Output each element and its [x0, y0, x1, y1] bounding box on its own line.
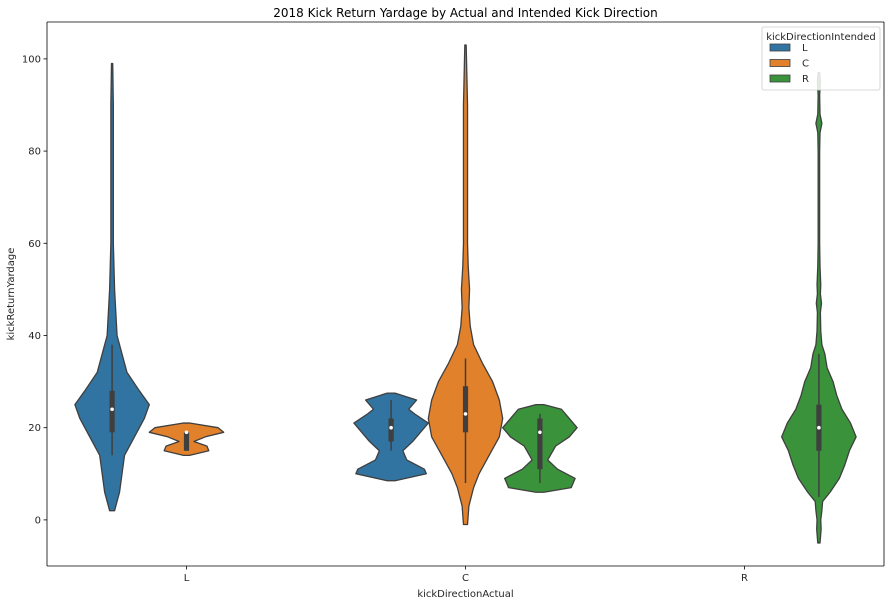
violin-median: [817, 425, 821, 430]
violin-box: [537, 418, 543, 470]
violin-median: [389, 425, 393, 430]
violin-L-C: [148, 422, 225, 457]
legend-label-C: C: [802, 59, 809, 70]
violin-median: [184, 430, 189, 435]
violin-box: [183, 432, 190, 451]
violin-body: [427, 44, 504, 526]
violin-L-L: [74, 62, 150, 512]
legend-swatch-L: [769, 43, 791, 52]
x-tick-label: R: [741, 573, 748, 584]
violin-C-C: [427, 44, 504, 526]
y-tick-label: 100: [22, 54, 41, 65]
legend-label-L: L: [802, 43, 808, 54]
y-axis-ticks: 0 20 40 60 80 100: [22, 54, 47, 526]
y-tick-label: 0: [35, 515, 41, 526]
x-tick-label: L: [184, 573, 190, 584]
y-tick-label: 40: [28, 331, 41, 342]
chart-title: 2018 Kick Return Yardage by Actual and I…: [273, 6, 657, 20]
y-axis-label: kickReturnYardage: [6, 248, 17, 341]
violin-median: [110, 407, 114, 412]
violin-box: [462, 386, 469, 433]
legend-entries: LCR: [769, 43, 809, 85]
violin-body: [74, 62, 150, 512]
violins-layer: [74, 44, 857, 544]
y-tick-label: 60: [28, 239, 41, 250]
y-tick-label: 20: [28, 423, 41, 434]
x-axis-label: kickDirectionActual: [417, 589, 513, 600]
y-tick-label: 80: [28, 147, 41, 158]
violin-median: [538, 430, 542, 435]
x-tick-label: C: [462, 573, 469, 584]
legend-swatch-C: [769, 59, 791, 67]
violin-C-L: [353, 392, 429, 482]
violin-C-R: [502, 403, 578, 493]
legend-title: kickDirectionIntended: [766, 32, 876, 43]
legend-box: [761, 26, 881, 91]
violin-box: [388, 418, 394, 442]
violin-median: [463, 412, 468, 416]
legend-label-R: R: [802, 74, 809, 85]
legend-swatch-R: [769, 74, 791, 83]
legend: kickDirectionIntended LCR: [761, 26, 881, 91]
violin-box: [109, 390, 115, 433]
